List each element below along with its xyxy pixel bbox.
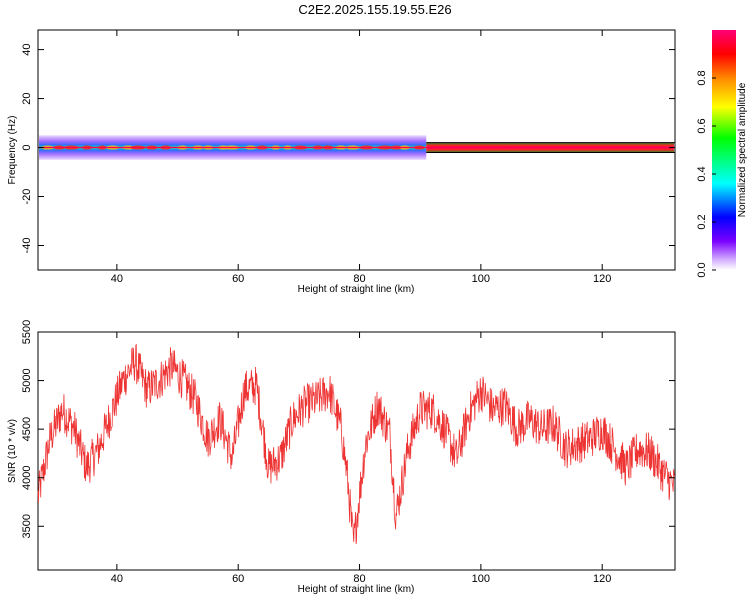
y-tick-label: 40: [21, 43, 33, 55]
spectrogram-band: [38, 135, 675, 160]
colorbar-tick-label: 0.8: [696, 70, 708, 85]
spectrogram-y-ticks: 40 20 0 -20 -40: [21, 43, 675, 253]
y-tick-label: -40: [21, 238, 33, 254]
colorbar-tick-label: 0.0: [696, 262, 708, 277]
y-tick-label: 4000: [21, 465, 33, 489]
colorbar-tick-label: 0.4: [696, 166, 708, 181]
x-tick-label: 80: [353, 573, 365, 585]
x-tick-label: 40: [111, 273, 123, 285]
snr-series: [37, 343, 676, 545]
y-tick-label: 3500: [21, 514, 33, 538]
x-tick-label: 80: [353, 273, 365, 285]
snr-x-ticks: 40 60 80 100 120: [111, 332, 611, 585]
colorbar-ticks: 0.0 0.2 0.4 0.6 0.8: [696, 70, 716, 278]
y-tick-label: 5000: [21, 368, 33, 392]
y-tick-label: -20: [21, 189, 33, 205]
figure-title: C2E2.2025.155.19.55.E26: [298, 2, 451, 17]
snr-panel: 40 60 80 100 120 5500 5000 4500 4000 3500 Height…: [7, 320, 676, 595]
y-tick-label: 5500: [21, 320, 33, 344]
x-tick-label: 120: [593, 573, 611, 585]
y-tick-label: 20: [21, 92, 33, 104]
x-tick-label: 40: [111, 573, 123, 585]
snr-y-ticks: 5500 5000 4500 4000 3500: [21, 320, 675, 539]
x-tick-label: 100: [472, 573, 490, 585]
colorbar-tick-label: 0.2: [696, 214, 708, 229]
spectrogram-x-ticks: 40 60 80 100 120: [111, 30, 611, 285]
colorbar-gradient: [712, 30, 736, 270]
snr-y-label: SNR (10 * v/v): [7, 419, 18, 483]
snr-x-label: Height of straight line (km): [298, 584, 415, 595]
colorbar-label: Normalized spectral amplitude: [737, 82, 748, 217]
x-tick-label: 120: [593, 273, 611, 285]
x-tick-label: 60: [232, 273, 244, 285]
y-tick-label: 0: [21, 144, 33, 150]
spectrogram-x-label: Height of straight line (km): [298, 284, 415, 295]
x-tick-label: 60: [232, 573, 244, 585]
spectrogram-panel: 40 60 80 100 120 40 20 0 -20 -40 Height of strai…: [7, 29, 676, 295]
colorbar: 0.0 0.2 0.4 0.6 0.8 Normalized spectral ampl…: [696, 30, 748, 278]
y-tick-label: 4500: [21, 417, 33, 441]
x-tick-label: 100: [472, 273, 490, 285]
colorbar-tick-label: 0.6: [696, 118, 708, 133]
spectrogram-y-label: Frequency (Hz): [7, 116, 18, 185]
snr-line: [37, 343, 676, 545]
